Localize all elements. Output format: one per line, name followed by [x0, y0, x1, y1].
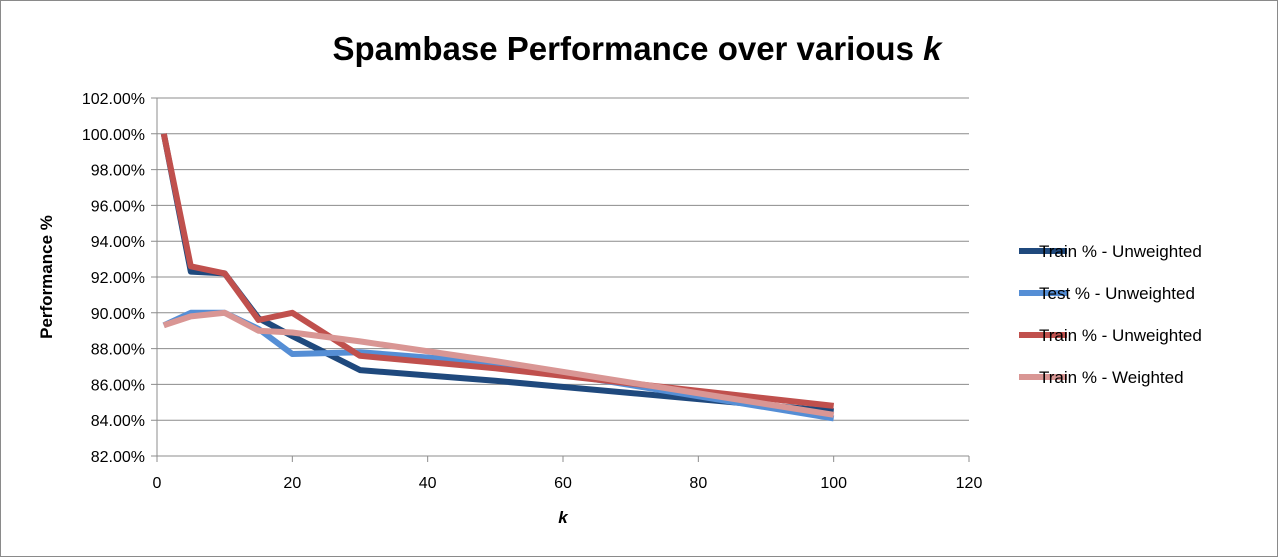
- y-tick-label: 86.00%: [91, 377, 145, 394]
- legend-label: Test % - Unweighted: [1039, 284, 1195, 303]
- series-line-4: [162, 309, 835, 418]
- series-line-3: [160, 133, 835, 409]
- y-tick-label: 84.00%: [91, 413, 145, 430]
- y-tick-label: 90.00%: [91, 306, 145, 323]
- y-axis-title: Performance %: [37, 215, 56, 339]
- x-tick-label: 60: [554, 475, 572, 492]
- x-tick-label: 0: [153, 475, 162, 492]
- y-tick-label: 88.00%: [91, 342, 145, 359]
- series-line-1: [160, 133, 834, 415]
- y-tick-label: 82.00%: [91, 449, 145, 466]
- y-tick-label: 92.00%: [91, 270, 145, 287]
- chart-title-main: Spambase Performance over various: [333, 30, 914, 67]
- y-tick-label: 96.00%: [91, 198, 145, 215]
- x-tick-label: 100: [820, 475, 847, 492]
- x-tick-label: 20: [283, 475, 301, 492]
- x-tick-label: 40: [419, 475, 437, 492]
- legend-label: Train % - Unweighted: [1039, 326, 1202, 345]
- x-axis-title: k: [558, 508, 569, 527]
- chart-title-variable: k: [923, 30, 943, 67]
- x-tick-label: 80: [689, 475, 707, 492]
- axes: 82.00% 84.00% 86.00% 88.00% 90.00% 92.00% 94.0…: [82, 91, 983, 492]
- x-tick-label: 120: [956, 475, 983, 492]
- y-tick-label: 94.00%: [91, 234, 145, 251]
- chart-title: Spambase Performance over various k: [333, 30, 944, 67]
- y-tick-label: 98.00%: [91, 163, 145, 180]
- legend-label: Train % - Unweighted: [1039, 242, 1202, 261]
- y-tick-label: 102.00%: [82, 91, 145, 108]
- series-lines: [160, 133, 835, 422]
- legend: Train % - Unweighted Test % - Unweighted T…: [1019, 242, 1202, 387]
- legend-label: Train % - Weighted: [1039, 368, 1184, 387]
- y-tick-label: 100.00%: [82, 127, 145, 144]
- gridlines: [151, 97, 969, 457]
